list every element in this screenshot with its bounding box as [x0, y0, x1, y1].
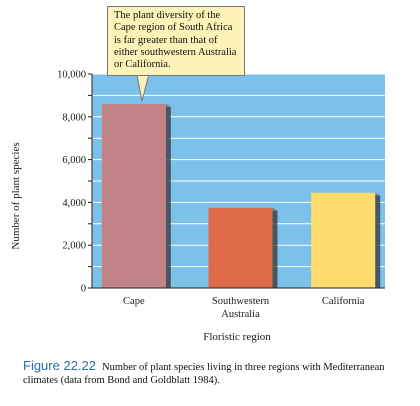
y-tick-label: 4,000 — [62, 198, 86, 209]
figure-label: Figure 22.22 — [23, 358, 96, 373]
bar-1 — [208, 207, 273, 288]
bar-2 — [311, 192, 376, 288]
bars — [101, 103, 381, 289]
bar-side — [375, 192, 381, 288]
figure-caption: Figure 22.22 Number of plant species livi… — [23, 359, 415, 387]
x-axis-title: Floristic region — [203, 331, 271, 343]
y-tick-label: 2,000 — [62, 241, 86, 252]
y-axis-title: Number of plant species — [10, 142, 22, 249]
bar-side — [272, 207, 278, 288]
y-tick-label: 6,000 — [62, 155, 86, 166]
bar-0 — [101, 103, 166, 289]
x-axis-labels: Cape Southwestern Australia California — [123, 296, 365, 320]
x-tick-label: California — [322, 296, 365, 307]
y-tick-label: 8,000 — [62, 112, 86, 123]
x-tick-label: Southwestern — [212, 296, 270, 307]
annotation-callout: The plant diversity of the Cape region o… — [107, 6, 245, 77]
caption-text: Number of plant species living in three … — [23, 362, 385, 386]
x-tick-label: Australia — [221, 309, 260, 320]
y-tick-label: 0 — [81, 284, 86, 295]
bar-side — [165, 103, 171, 289]
y-axis-ticks: 0 2,000 4,000 6,000 8,000 10,000 — [57, 70, 92, 295]
y-tick-label: 10,000 — [57, 70, 86, 81]
x-tick-label: Cape — [123, 296, 145, 307]
callout-seam — [137, 68, 149, 71]
